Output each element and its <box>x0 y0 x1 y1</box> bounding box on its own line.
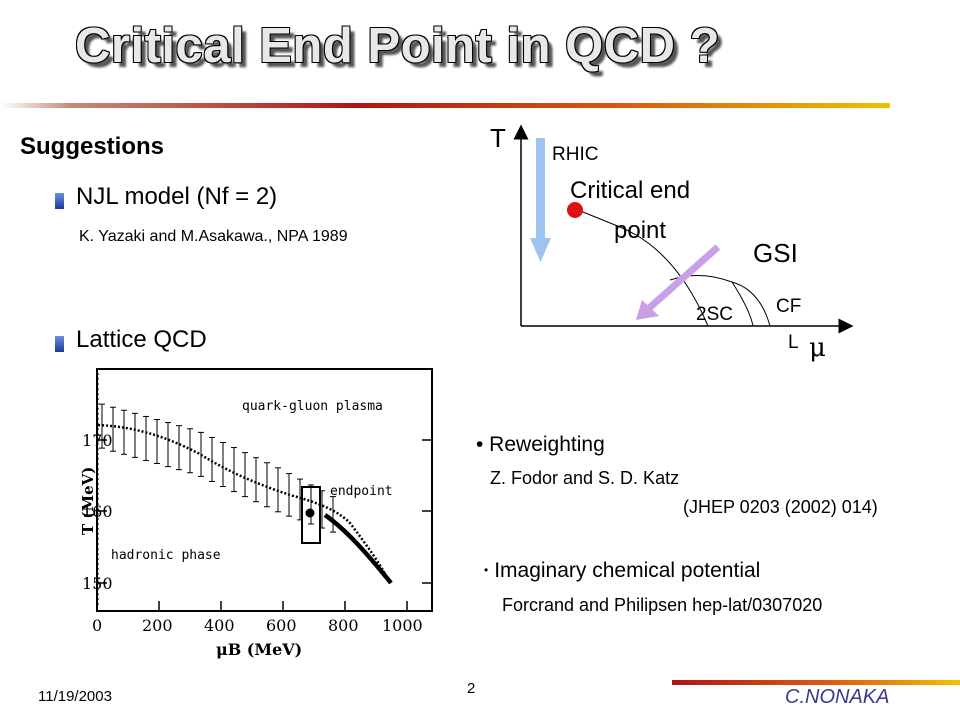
y-axis-label: T (MeV) <box>80 467 97 535</box>
xtick-600: 600 <box>266 616 297 635</box>
ref-forcrand: Forcrand and Philipsen hep-lat/0307020 <box>502 595 823 615</box>
mu-axis-label: μ <box>809 333 826 363</box>
slide-title: Critical End Point in QCD ? <box>75 19 721 73</box>
endpoint-dot <box>305 508 315 518</box>
plot-frame-box <box>96 368 433 612</box>
first-order-line <box>323 513 393 585</box>
ref-fodor: Z. Fodor and S. D. Katz <box>490 468 680 488</box>
bullet-njl: NJL model (Nf = 2) <box>76 183 278 210</box>
xtick-400: 400 <box>204 616 235 635</box>
critical-point-label: point <box>614 217 666 244</box>
gsi-label: GSI <box>753 238 798 268</box>
xtick-0: 0 <box>92 616 102 635</box>
tick-labels: 170 160 150 0 200 400 600 800 1000 <box>82 431 423 635</box>
footer-author: C.NONAKA <box>785 686 890 708</box>
ref-njl: K. Yazaki and M.Asakawa., NPA 1989 <box>79 228 348 245</box>
x-axis-label: μB (MeV) <box>216 640 302 659</box>
rhic-arrow <box>530 138 551 262</box>
xtick-800: 800 <box>328 616 359 635</box>
cfl-label-1: CF <box>776 296 801 317</box>
xtick-1000: 1000 <box>382 616 423 635</box>
imaginary-text: Imaginary chemical potential <box>494 559 761 582</box>
2sc-label: 2SC <box>696 304 733 325</box>
endpoint-label: endpoint <box>330 484 393 499</box>
ytick-160: 160 <box>82 502 113 521</box>
x-ticks <box>96 601 408 611</box>
footer-date: 11/19/2003 <box>38 688 112 705</box>
xtick-200: 200 <box>142 616 173 635</box>
qgp-label: quark-gluon plasma <box>242 399 383 414</box>
cfl-boundary <box>731 281 754 327</box>
ytick-150: 150 <box>82 574 113 593</box>
phase-boundary <box>577 209 709 327</box>
lattice-plot: 170 160 150 0 200 400 600 800 1000 T (Me… <box>80 363 437 668</box>
page-number: 2 <box>467 680 476 697</box>
title-underline <box>0 103 890 108</box>
hadronic-label: hadronic phase <box>111 548 221 563</box>
footer-bar <box>672 680 960 685</box>
ref-jhep: (JHEP 0203 (2002) 014) <box>683 497 878 517</box>
bullet-icon <box>55 193 64 209</box>
transition-curve <box>97 423 392 584</box>
gsi-arrow <box>636 244 721 320</box>
ytick-170: 170 <box>82 431 113 450</box>
endpoint-box <box>301 486 321 544</box>
critical-point-marker <box>567 202 583 218</box>
suggestions-heading: Suggestions <box>20 133 165 160</box>
t-axis-label: T <box>490 123 506 153</box>
error-bars <box>99 403 336 533</box>
phase-diagram: T RHIC Critical end point GSI 2SC CF L μ <box>490 123 854 363</box>
critical-end-label: Critical end <box>570 177 690 204</box>
imaginary-bullet: • Imaginary chemical potential <box>484 559 760 583</box>
cfl-label-2: L <box>788 332 799 353</box>
bullet-icon <box>55 336 64 352</box>
bullet-dot: • <box>484 563 489 577</box>
bullet-lattice: Lattice QCD <box>76 326 207 353</box>
reweighting-bullet: • Reweighting <box>476 433 605 456</box>
rhic-label: RHIC <box>552 144 598 165</box>
